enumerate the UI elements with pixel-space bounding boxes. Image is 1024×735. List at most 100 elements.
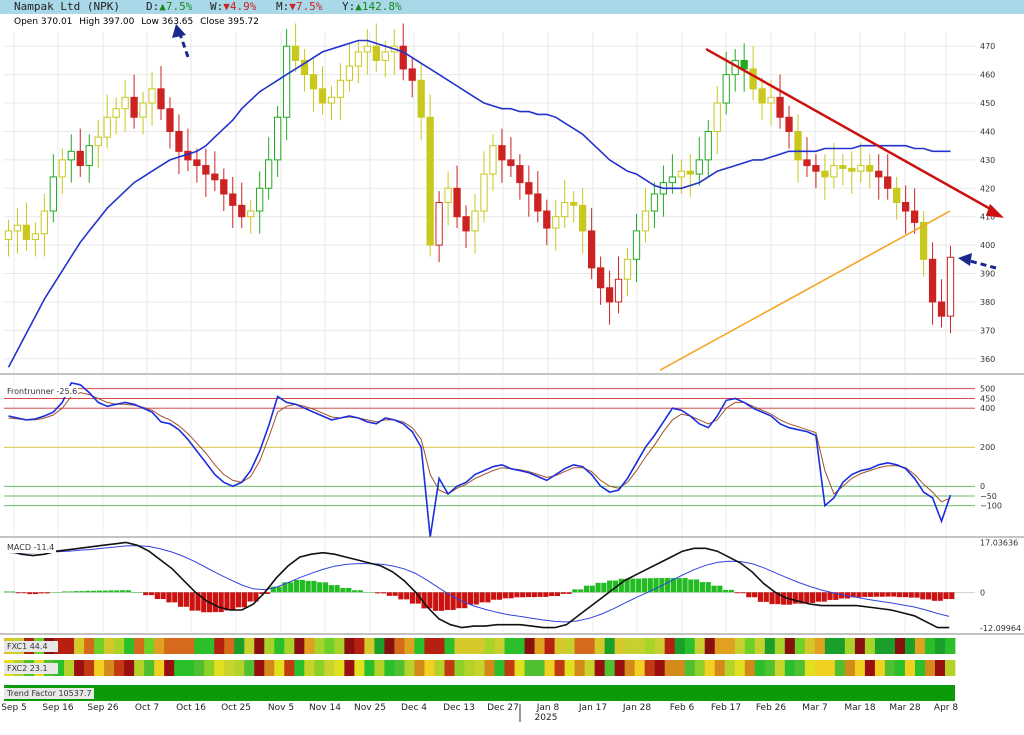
candle-body-10	[94, 136, 102, 147]
candle-body-86	[776, 96, 784, 118]
macd-hist-66-0	[769, 592, 775, 605]
candle-54	[489, 134, 497, 192]
candle-body-56	[507, 159, 515, 167]
macd-hist-66-1	[775, 592, 781, 605]
candle-50	[453, 165, 461, 229]
fxc2-strip-cell-65	[654, 660, 666, 676]
candle-97	[875, 154, 883, 200]
candle-body-19	[175, 130, 183, 152]
candle-body-36	[327, 96, 336, 104]
macd-hist-13-0	[154, 592, 160, 600]
macd-hist-64-1	[752, 592, 758, 598]
price-tick-400: 400	[980, 241, 995, 250]
fxc1-strip-cell-75	[754, 638, 766, 654]
macd-hist-57-0	[665, 578, 671, 593]
fxc1-strip-cell-66	[664, 638, 676, 654]
fxc2-strip-cell-42	[424, 660, 435, 676]
candle-86	[776, 74, 784, 129]
fxc1-strip-cell-34	[344, 638, 355, 654]
candle-body-103	[928, 258, 937, 303]
fxc1-strip-cell-31	[314, 638, 325, 654]
candle-89	[803, 137, 811, 177]
fxc2-strip-cell-21	[214, 660, 225, 676]
trend-factor-band	[4, 685, 955, 701]
macd-hist-31-1	[369, 591, 375, 593]
candle-91	[821, 154, 829, 200]
fxc1-strip-cell-73	[734, 638, 746, 654]
candle-1	[13, 208, 22, 254]
macd-hist-21-1	[253, 592, 259, 602]
macd-hist-77-1	[902, 592, 909, 598]
candle-66	[596, 256, 605, 305]
candle-body-38	[345, 65, 354, 81]
fxc1-strip-cell-84	[844, 638, 856, 654]
macd-hist-16-0	[189, 592, 195, 611]
frontrunner-fast-line	[8, 381, 952, 538]
fxc1-strip	[4, 638, 956, 654]
macd-hist-59-0	[688, 579, 694, 593]
macd-hist-68-0	[792, 592, 798, 604]
candle-6	[58, 148, 66, 194]
candle-14	[130, 74, 138, 129]
macd-hist-59-1	[694, 579, 700, 593]
x-tick-0: Sep 5	[1, 703, 27, 713]
candle-33	[300, 49, 309, 92]
fxc1-strip-cell-23	[234, 638, 245, 654]
fxc2-strip-cell-56	[564, 660, 575, 676]
macd-hist-65-1	[763, 592, 769, 602]
fxc1-strip-cell-11	[114, 638, 125, 654]
macd-hist-5-1	[67, 591, 73, 593]
fxc2-strip-cell-77	[774, 660, 786, 676]
low-value: Low 363.65	[141, 17, 194, 27]
candle-body-49	[444, 187, 452, 204]
candle-body-61	[552, 216, 560, 229]
candle-85	[767, 80, 775, 126]
candle-body-92	[830, 165, 838, 178]
price-tick-430: 430	[980, 156, 995, 165]
candle-12	[112, 97, 120, 135]
candle-body-51	[462, 216, 470, 232]
candle-body-95	[857, 165, 865, 172]
fxc2-label-bg	[4, 663, 58, 674]
candle-24	[220, 168, 228, 212]
candle-103	[928, 242, 937, 325]
macd-hist-74-1	[868, 592, 874, 597]
candle-82	[740, 43, 748, 92]
fxc2-strip-cell-72	[724, 660, 736, 676]
macd-hist-3-1	[44, 592, 50, 594]
macd-hist-42-1	[496, 592, 503, 600]
candle-body-63	[570, 202, 578, 206]
fxc1-strip-cell-85	[854, 638, 866, 654]
candle-93	[839, 154, 847, 186]
macd-hist-34-1	[404, 592, 410, 600]
macd-hist-29-1	[346, 587, 352, 593]
candle-104	[937, 279, 946, 328]
candle-body-26	[238, 204, 246, 218]
candle-body-25	[229, 193, 237, 206]
fxc1-strip-cell-55	[554, 638, 565, 654]
fxc1-strip-cell-94	[944, 638, 956, 654]
fxc1-strip-cell-46	[464, 638, 475, 654]
x-tick-18: Mar 7	[802, 703, 828, 713]
candle-body-52	[471, 210, 479, 232]
candle-body-78	[704, 130, 712, 161]
fr-level-label-1: 450	[980, 394, 995, 403]
fxc1-strip-cell-53	[534, 638, 545, 654]
fxc2-strip-cell-81	[814, 660, 826, 676]
macd-hist-32-0	[375, 592, 381, 594]
chart-title-bar: Nampak Ltd (NPK) D:▲7.5% W:▼4.9% M:▼7.5%…	[0, 0, 1024, 14]
fxc1-strip-cell-43	[434, 638, 445, 654]
macd-hist-77-0	[897, 592, 903, 598]
x-tick-13: Jan 17	[578, 703, 607, 713]
fxc1-strip-cell-56	[564, 638, 575, 654]
fxc2-strip-cell-64	[644, 660, 656, 676]
x-tick-5: Oct 25	[221, 703, 251, 713]
candle-64	[579, 188, 587, 254]
candle-57	[516, 154, 524, 200]
candle-30	[273, 105, 282, 177]
fxc2-strip-cell-62	[624, 660, 636, 676]
x-tick-21: Apr 8	[934, 703, 958, 713]
fxc1-strip-cell-13	[134, 638, 145, 654]
fxc1-strip-cell-76	[764, 638, 776, 654]
fxc2-strip-cell-18	[184, 660, 195, 676]
